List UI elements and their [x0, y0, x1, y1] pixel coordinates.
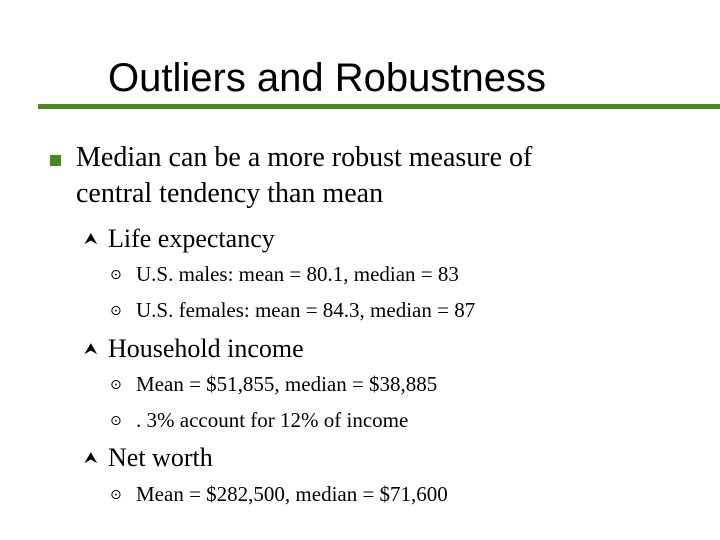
section-label: Net worth — [108, 443, 213, 472]
list-item: ⊙ . 3% account for 12% of income — [110, 406, 408, 434]
list-item-text: Mean = $282,500, median = $71,600 — [136, 482, 448, 506]
section-label: Life expectancy — [108, 224, 275, 253]
list-item-text: U.S. females: mean = 84.3, median = 87 — [136, 298, 476, 322]
section-life-expectancy: ⮝ Life expectancy — [84, 223, 275, 255]
list-item-text: Mean = $51,855, median = $38,885 — [136, 372, 438, 396]
section-label: Household income — [108, 334, 304, 363]
list-item-text: . 3% account for 12% of income — [136, 408, 409, 432]
main-point: Median can be a more robust measure of c… — [76, 140, 696, 212]
list-item: ⊙ Mean = $282,500, median = $71,600 — [110, 480, 448, 508]
list-item-text: U.S. males: mean = 80.1, median = 83 — [136, 262, 459, 286]
title-underline — [38, 104, 720, 109]
main-point-line-2: central tendency than mean — [76, 178, 384, 209]
list-item: ⊙ U.S. females: mean = 84.3, median = 87 — [110, 296, 475, 324]
dot-bullet-icon: ⊙ — [110, 267, 122, 283]
section-household-income: ⮝ Household income — [84, 333, 304, 365]
section-net-worth: ⮝ Net worth — [84, 442, 213, 474]
list-item: ⊙ Mean = $51,855, median = $38,885 — [110, 370, 437, 398]
dot-bullet-icon: ⊙ — [110, 487, 122, 503]
square-bullet-icon — [50, 155, 61, 166]
slide-title: Outliers and Robustness — [108, 56, 547, 100]
arrow-bullet-icon: ⮝ — [84, 229, 98, 248]
arrow-bullet-icon: ⮝ — [84, 339, 98, 358]
main-point-line-1: Median can be a more robust measure of — [76, 142, 533, 173]
arrow-bullet-icon: ⮝ — [84, 448, 98, 467]
list-item: ⊙ U.S. males: mean = 80.1, median = 83 — [110, 260, 459, 288]
dot-bullet-icon: ⊙ — [110, 303, 122, 319]
dot-bullet-icon: ⊙ — [110, 377, 122, 393]
dot-bullet-icon: ⊙ — [110, 413, 122, 429]
